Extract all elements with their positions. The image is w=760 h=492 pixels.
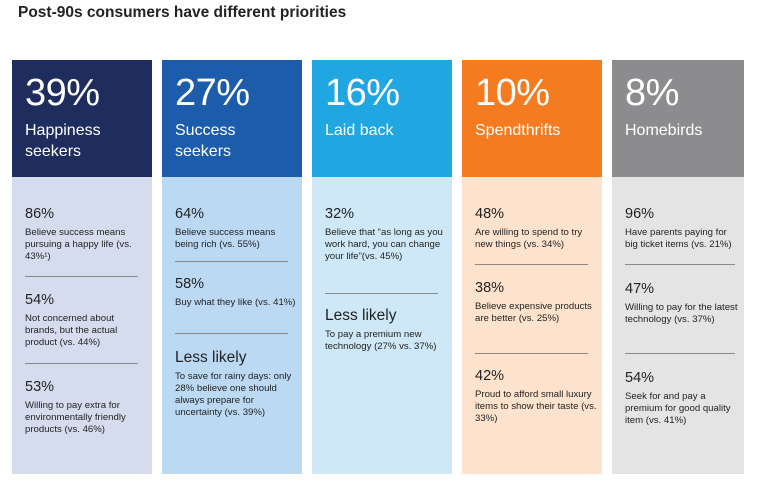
stat-item: Less likely To save for rainy days: only… [175, 349, 297, 419]
divider [475, 264, 588, 265]
divider [25, 363, 138, 364]
segment-label: Homebirds [625, 122, 703, 139]
segment-body: 32% Believe that “as long as you work ha… [312, 177, 452, 474]
stat-text: Willing to pay for the latest technology… [625, 302, 738, 325]
stat-text: To save for rainy days: only 28% believe… [175, 371, 292, 418]
stat-item: 32% Believe that “as long as you work ha… [325, 205, 447, 263]
segment-happiness-seekers: 39% Happiness seekers 86% Believe succes… [12, 60, 152, 474]
stat-figure: 38% [475, 280, 505, 296]
stat-figure: 47% [625, 281, 655, 297]
stat-figure: Less likely [175, 349, 247, 366]
stat-text: Not concerned about brands, but the actu… [25, 313, 118, 348]
divider [625, 264, 735, 265]
segment-body: 96% Have parents paying for big ticket i… [612, 177, 744, 474]
segment-label: Happiness seekers [25, 122, 101, 160]
stat-item: 38% Believe expensive products are bette… [475, 279, 597, 325]
stat-figure: 42% [475, 368, 505, 384]
segment-body: 64% Believe success means being rich (vs… [162, 177, 302, 474]
stat-figure: 54% [25, 292, 55, 308]
stat-item: 58% Buy what they like (vs. 41%) [175, 275, 297, 309]
stat-text: Are willing to spend to try new things (… [475, 227, 583, 250]
stat-item: 53% Willing to pay extra for environment… [25, 378, 147, 436]
segment-label: Laid back [325, 122, 394, 139]
stat-figure: Less likely [325, 307, 397, 324]
segment-success-seekers: 27% Success seekers 64% Believe success … [162, 60, 302, 474]
segment-header: 8% Homebirds [612, 60, 744, 177]
segment-label: Success seekers [175, 122, 236, 160]
chart-title: Post-90s consumers have different priori… [18, 4, 347, 21]
stat-text: To pay a premium new technology (27% vs.… [325, 329, 437, 352]
stat-item: 64% Believe success means being rich (vs… [175, 205, 297, 251]
segment-spendthrifts: 10% Spendthrifts 48% Are willing to spen… [462, 60, 602, 474]
segment-body: 48% Are willing to spend to try new thin… [462, 177, 602, 474]
stat-text: Believe that “as long as you work hard, … [325, 227, 443, 262]
stat-figure: 58% [175, 276, 205, 292]
segment-laid-back: 16% Laid back 32% Believe that “as long … [312, 60, 452, 474]
segment-body: 86% Believe success means pursuing a hap… [12, 177, 152, 474]
stat-figure: 86% [25, 206, 55, 222]
stat-figure: 96% [625, 206, 655, 222]
segment-percent: 27% [175, 72, 250, 114]
stat-figure: 54% [625, 370, 655, 386]
stat-figure: 53% [25, 379, 55, 395]
divider [175, 261, 288, 262]
stat-item: 48% Are willing to spend to try new thin… [475, 205, 597, 251]
stat-figure: 32% [325, 206, 355, 222]
stat-item: 47% Willing to pay for the latest techno… [625, 280, 741, 326]
segment-label: Spendthrifts [475, 122, 561, 139]
segment-percent: 39% [25, 72, 100, 114]
stat-item: Less likely To pay a premium new technol… [325, 307, 447, 353]
segment-header: 27% Success seekers [162, 60, 302, 177]
segment-percent: 16% [325, 72, 400, 114]
stat-item: 86% Believe success means pursuing a hap… [25, 205, 147, 263]
segment-homebirds: 8% Homebirds 96% Have parents paying for… [612, 60, 744, 474]
segment-percent: 8% [625, 72, 679, 114]
stat-figure: 48% [475, 206, 505, 222]
divider [25, 276, 138, 277]
stat-text: Proud to afford small luxury items to sh… [475, 389, 597, 424]
stat-figure: 64% [175, 206, 205, 222]
stat-text: Believe success means pursuing a happy l… [25, 227, 132, 262]
stat-text: Believe success means being rich (vs. 55… [175, 227, 276, 250]
stat-text: Willing to pay extra for environmentally… [25, 400, 126, 435]
stat-item: 54% Not concerned about brands, but the … [25, 291, 147, 349]
stat-text: Buy what they like (vs. 41%) [175, 297, 296, 308]
segment-header: 39% Happiness seekers [12, 60, 152, 177]
stat-item: 54% Seek for and pay a premium for good … [625, 369, 741, 427]
divider [325, 293, 438, 294]
stat-text: Believe expensive products are better (v… [475, 301, 592, 324]
segment-header: 16% Laid back [312, 60, 452, 177]
stat-text: Have parents paying for big ticket items… [625, 227, 732, 250]
divider [175, 333, 288, 334]
stat-item: 96% Have parents paying for big ticket i… [625, 205, 741, 251]
segment-header: 10% Spendthrifts [462, 60, 602, 177]
divider [475, 353, 588, 354]
divider [625, 353, 735, 354]
stat-text: Seek for and pay a premium for good qual… [625, 391, 731, 426]
stat-item: 42% Proud to afford small luxury items t… [475, 367, 597, 425]
segment-percent: 10% [475, 72, 550, 114]
